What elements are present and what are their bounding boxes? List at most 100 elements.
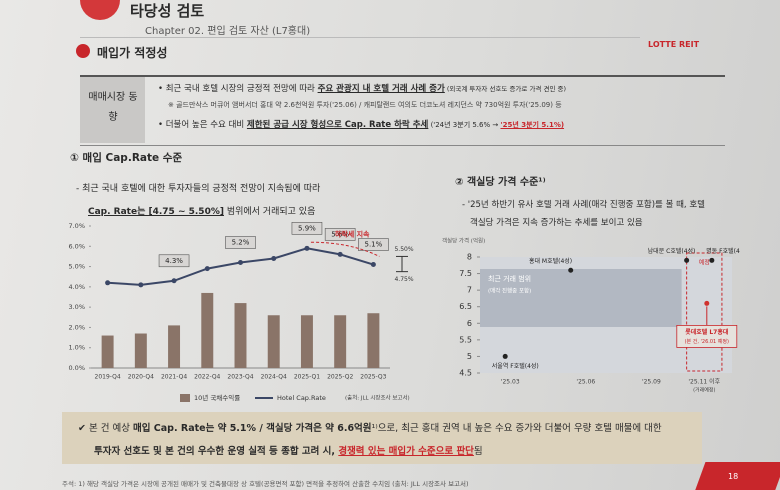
line-marker — [337, 251, 343, 257]
point-label: 롯데호텔 L7홍대 — [685, 328, 729, 336]
recent-band — [480, 269, 682, 327]
point-label: 명동 F호텔(4성) — [706, 247, 740, 255]
x-tick-label: 2020-Q4 — [128, 374, 154, 381]
value-label: 5.1% — [364, 241, 382, 249]
future-box — [686, 252, 723, 372]
bar — [201, 292, 214, 368]
point — [502, 353, 508, 359]
point-label: 서울역 F호텔(4성) — [492, 362, 539, 370]
table-label: 매매시장 동향 — [88, 92, 138, 123]
point — [709, 257, 715, 263]
x-tick-label: 2025-Q1 — [294, 374, 320, 381]
bullet-emphasis: '25년 3분기 5.1%) — [500, 121, 565, 129]
y-tick-label: 4.5 — [459, 369, 472, 378]
line-marker — [171, 278, 177, 284]
band-label: 최근 거래 범위 — [488, 274, 531, 283]
bar — [300, 315, 313, 368]
x-tick-label: '25.09 — [642, 379, 661, 386]
point — [704, 300, 710, 306]
y-tick-label: 3.0% — [68, 303, 85, 311]
conclusion-emphasis: 매입 Cap. Rate는 약 5.1% / 객실당 가격은 약 6.6억원 — [133, 423, 372, 434]
range-label: 4.75% — [394, 276, 413, 283]
conclusion-text: ¹⁾으로, 최근 홍대 권역 내 높은 수요 증가와 더불어 우량 호텔 매물에… — [371, 423, 662, 434]
desc-text: 범위에서 거래되고 있음 — [223, 207, 316, 217]
section-icon — [76, 44, 90, 58]
x-tick-label: 2019-Q4 — [95, 374, 121, 381]
chart2-desc: 객실당 가격은 지속 증가하는 추세를 보이고 있음 — [470, 218, 643, 228]
line-marker — [105, 280, 111, 286]
legend-label: 10년 국채수익률 — [194, 393, 240, 402]
value-label-box — [158, 254, 190, 268]
line-marker — [304, 245, 310, 251]
line-marker — [204, 266, 210, 272]
section-title: 매입가 적정성 — [97, 46, 168, 60]
y-tick-label: 5.0% — [68, 263, 85, 271]
y-tick-label: 1.0% — [68, 344, 85, 352]
bullet-emphasis: 제한된 공급 시장 형성으로 Cap. Rate 하락 추세 — [246, 120, 429, 130]
conclusion-text: 투자자 선호도 및 본 건의 우수한 운영 실적 등 종합 고려 시, — [94, 446, 339, 457]
chart2-heading: ② 객실당 가격 수준¹⁾ — [455, 177, 546, 188]
x-tick-label: '25.11 이후 — [688, 378, 720, 386]
table-bullet: • 최근 국내 호텔 시장의 긍정적 전망에 따라 주요 관광지 내 호텔 거래… — [158, 84, 567, 94]
value-label-box — [225, 236, 256, 249]
bullet-text: 더불어 높은 수요 대비 — [165, 120, 247, 130]
value-label: 5.2% — [232, 239, 250, 247]
y-tick-label: 7 — [467, 286, 472, 295]
y-tick-label: 2.0% — [68, 323, 85, 331]
y-axis-title: 객실당 가격 (억원) — [442, 237, 485, 245]
value-label-box — [324, 228, 356, 241]
line — [107, 247, 374, 286]
room-price-chart: 객실당 가격 (억원) 최근 거래 범위 (매각 진행중 포함) 예정 4.5 5 5.5 6… — [442, 237, 740, 394]
bar — [334, 315, 347, 368]
bullet-text: (외국계 투자자 선호도 증가로 가격 견인 중) — [444, 85, 567, 93]
conclusion-text: ✔ 본 건 예상 — [78, 423, 133, 434]
trend-annotation: 하락세 지속 — [335, 229, 370, 238]
page-number: 18 — [728, 472, 739, 481]
chart1-desc: - 최근 국내 호텔에 대한 투자자들의 긍정적 전망이 지속됨에 따라 — [76, 184, 321, 194]
y-tick-label: 8 — [467, 253, 472, 262]
conclusion-line: 투자자 선호도 및 본 건의 우수한 운영 실적 등 종합 고려 시, 경쟁력 … — [94, 443, 483, 457]
header-rule — [80, 37, 640, 38]
y-tick-label: 5.5 — [459, 335, 472, 344]
table-label-cell — [80, 77, 145, 143]
bar — [367, 313, 380, 368]
y-tick-label: 0.0% — [68, 364, 85, 372]
y-tick-label: 4.0% — [68, 283, 85, 291]
source: (출처: JLL 시장조사 보고서) — [345, 394, 410, 402]
chart1-desc: Cap. Rate는 [4.75 ~ 5.50%] 범위에서 거래되고 있음 — [88, 204, 315, 217]
market-table — [80, 75, 725, 146]
band-label: (매각 진행중 포함) — [488, 287, 531, 295]
y-tick-label: 7.0% — [68, 222, 85, 230]
conclusion-text: 됨 — [473, 446, 483, 457]
y-tick-label: 6 — [467, 319, 472, 328]
x-tick-label: '25.06 — [576, 379, 595, 386]
bar — [267, 315, 280, 368]
point-label: 홍대 M호텔(4성) — [529, 257, 572, 265]
point — [568, 267, 574, 273]
range-label: 5.50% — [394, 246, 413, 253]
table-bullet: • 더불어 높은 수요 대비 제한된 공급 시장 형성으로 Cap. Rate … — [158, 120, 565, 130]
logo: LOTTE REIT — [648, 40, 700, 49]
conclusion-emphasis: 경쟁력 있는 매입가 수준으로 판단 — [338, 446, 474, 457]
header-mark — [80, 0, 120, 20]
trend-arrow — [310, 241, 380, 257]
chart1-heading: ① 매입 Cap.Rate 수준 — [70, 152, 183, 164]
x-tick-note: (거래예정) — [693, 387, 715, 394]
x-tick-label: '25.03 — [501, 379, 520, 386]
x-tick-label: 2025-Q2 — [327, 374, 353, 381]
line-marker — [138, 282, 144, 288]
footnote: 주석: 1) 해당 객실당 가격은 시장에 공개된 매매가 및 건축물대장 상 … — [62, 480, 469, 488]
future-label: 예정 — [699, 259, 710, 267]
point-sublabel: (본 건, '26.01 예정) — [685, 338, 729, 345]
x-tick-label: 2024-Q4 — [261, 374, 287, 381]
bullet-text: 최근 국내 호텔 시장의 긍정적 전망에 따라 — [165, 84, 318, 94]
bullet-emphasis: 주요 관광지 내 호텔 거래 사례 증가 — [317, 84, 445, 94]
value-label-box — [291, 222, 323, 235]
bar — [134, 333, 147, 368]
y-tick-label: 6.5 — [459, 302, 472, 311]
conclusion-line: ✔ 본 건 예상 매입 Cap. Rate는 약 5.1% / 객실당 가격은 … — [78, 420, 662, 434]
line-marker — [370, 262, 376, 268]
x-tick-label: 2025-Q3 — [360, 374, 386, 381]
header-title: 타당성 검토 — [130, 2, 205, 20]
